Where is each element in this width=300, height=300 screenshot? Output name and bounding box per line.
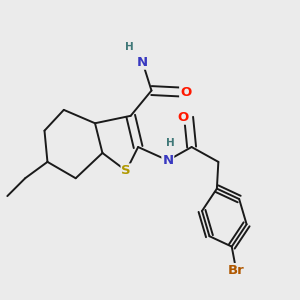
- Text: N: N: [137, 56, 148, 69]
- Text: Br: Br: [228, 264, 244, 277]
- Text: O: O: [180, 85, 191, 98]
- Text: N: N: [162, 154, 173, 167]
- Text: O: O: [177, 111, 188, 124]
- Text: H: H: [167, 138, 175, 148]
- Text: H: H: [125, 43, 134, 52]
- Text: S: S: [122, 164, 131, 177]
